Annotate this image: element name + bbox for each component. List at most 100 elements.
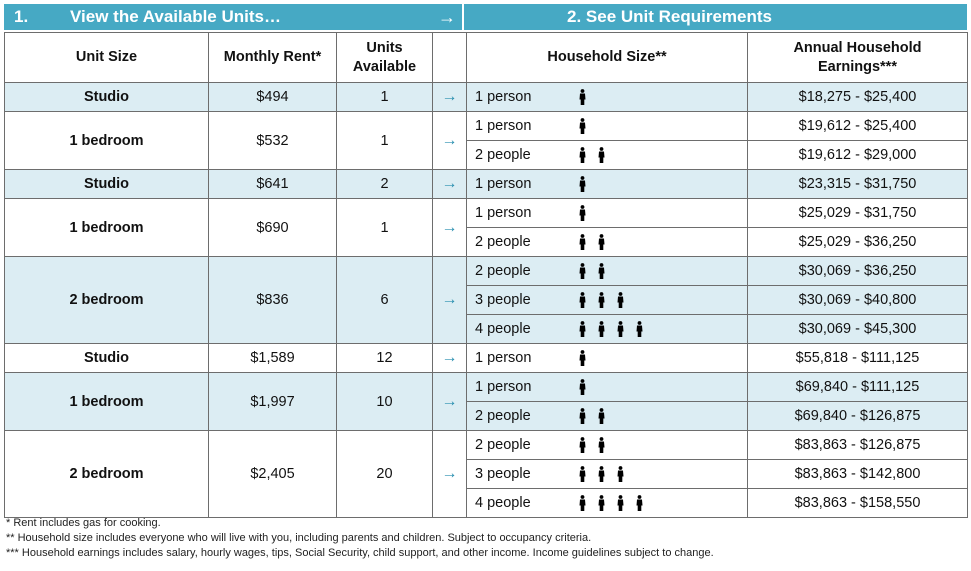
person-icon [579,263,586,280]
units-table: Unit Size Monthly Rent* Units Available … [4,32,968,518]
household-size-cell: 4 people [466,314,571,344]
footnote-rent: * Rent includes gas for cooking. [6,517,161,529]
household-icons-cell [570,227,748,257]
person-icon [598,147,605,164]
arrow-right-icon: → [432,372,467,431]
household-size-cell: 1 person [466,198,571,228]
household-size-cell: 2 people [466,256,571,286]
household-icons-cell [570,314,748,344]
earnings-cell: $69,840 - $111,125 [747,372,968,402]
step1-banner: 1. View the Available Units… [4,4,462,30]
table-row: Studio $1,589 12 → 1 person $55,818 - $111,12… [4,343,968,373]
footnote-earnings: *** Household earnings includes salary, … [6,547,714,559]
table-row: 2 bedroom $2,405 20 → 2 people $83,863 - $126… [4,430,968,518]
header-units-available: Units Available [336,32,433,83]
person-icon [579,176,586,193]
person-icon [617,495,624,512]
monthly-rent-cell: $641 [208,169,337,199]
earnings-cell: $83,863 - $142,800 [747,459,968,489]
person-icon [579,408,586,425]
header-unit-size: Unit Size [4,32,209,83]
person-icon [598,408,605,425]
earnings-cell: $30,069 - $40,800 [747,285,968,315]
earnings-cell: $19,612 - $29,000 [747,140,968,170]
household-icons-cell [570,401,748,431]
unit-size-cell: 1 bedroom [4,111,209,170]
units-table-body: Studio $494 1 → 1 person $18,275 - $25,400 1 b… [4,82,968,518]
table-row: 1 bedroom $532 1 → 1 person $19,612 - $25,400 [4,111,968,170]
monthly-rent-cell: $1,997 [208,372,337,431]
header-earnings: Annual Household Earnings*** [747,32,968,83]
unit-size-cell: 2 bedroom [4,256,209,344]
arrow-right-icon: → [432,82,467,112]
units-available-cell: 1 [336,82,433,112]
header-units-available-line1: Units [366,39,403,56]
table-row: Studio $641 2 → 1 person $23,315 - $31,750 [4,169,968,199]
header-units-available-line2: Available [352,58,417,75]
table-row: 1 bedroom $690 1 → 1 person $25,029 - $31,750 [4,198,968,257]
household-size-cell: 2 people [466,401,571,431]
unit-size-cell: 1 bedroom [4,372,209,431]
household-size-cell: 1 person [466,111,571,141]
earnings-cell: $30,069 - $45,300 [747,314,968,344]
units-available-cell: 12 [336,343,433,373]
household-size-cell: 3 people [466,459,571,489]
arrow-right-icon: → [432,343,467,373]
household-size-cell: 2 people [466,140,571,170]
person-icon [579,321,586,338]
person-icon [579,89,586,106]
person-icon [579,350,586,367]
household-icons-cell [570,285,748,315]
earnings-cell: $18,275 - $25,400 [747,82,968,112]
person-icon [617,321,624,338]
step1-title: View the Available Units… [70,7,281,26]
monthly-rent-cell: $690 [208,198,337,257]
household-icons-cell [570,169,748,199]
earnings-cell: $19,612 - $25,400 [747,111,968,141]
units-available-cell: 20 [336,430,433,518]
household-icons-cell [570,343,748,373]
header-earnings-line1: Annual Household [793,39,922,56]
monthly-rent-cell: $836 [208,256,337,344]
table-row: 2 bedroom $836 6 → 2 people $30,069 - $36,250 [4,256,968,344]
units-available-cell: 10 [336,372,433,431]
units-available-cell: 1 [336,198,433,257]
person-icon [579,437,586,454]
person-icon [598,292,605,309]
person-icon [598,437,605,454]
household-size-cell: 1 person [466,82,571,112]
arrow-right-icon: → [432,111,467,170]
unit-size-cell: Studio [4,82,209,112]
household-size-cell: 1 person [466,169,571,199]
person-icon [579,118,586,135]
step2-banner: 2. See Unit Requirements [464,4,967,30]
person-icon [579,466,586,483]
person-icon [636,495,643,512]
header-household-size: Household Size** [466,32,748,83]
step2-title: 2. See Unit Requirements [567,7,773,26]
earnings-cell: $55,818 - $111,125 [747,343,968,373]
banner-arrow-icon: → [438,7,456,27]
header-earnings-line2: Earnings*** [818,58,897,75]
household-icons-cell [570,488,748,518]
earnings-cell: $25,029 - $36,250 [747,227,968,257]
earnings-cell: $23,315 - $31,750 [747,169,968,199]
person-icon [598,321,605,338]
monthly-rent-cell: $2,405 [208,430,337,518]
person-icon [579,292,586,309]
earnings-cell: $83,863 - $158,550 [747,488,968,518]
arrow-right-icon: → [432,430,467,518]
household-icons-cell [570,430,748,460]
household-size-cell: 3 people [466,285,571,315]
person-icon [636,321,643,338]
household-icons-cell [570,82,748,112]
person-icon [617,466,624,483]
earnings-cell: $69,840 - $126,875 [747,401,968,431]
person-icon [598,234,605,251]
person-icon [579,205,586,222]
step1-number: 1. [14,7,29,26]
table-row: 1 bedroom $1,997 10 → 1 person $69,840 - $111… [4,372,968,431]
unit-size-cell: Studio [4,343,209,373]
units-available-cell: 1 [336,111,433,170]
monthly-rent-cell: $532 [208,111,337,170]
